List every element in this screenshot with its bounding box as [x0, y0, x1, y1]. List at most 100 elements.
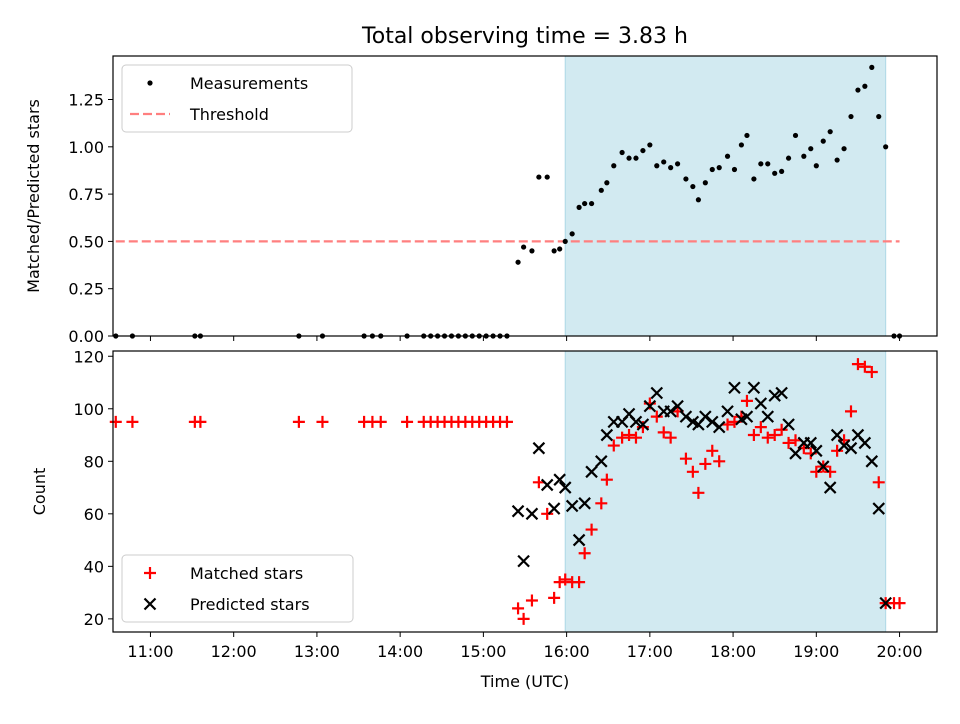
axes-frame — [112, 55, 938, 337]
measurement-point — [569, 231, 575, 237]
matched-star-point — [292, 415, 305, 428]
predicted-star-point — [636, 418, 650, 431]
measurement-point — [841, 146, 847, 152]
predicted-star-point — [775, 386, 788, 400]
matched-star-point — [789, 434, 802, 447]
predicted-star-point — [565, 499, 579, 513]
predicted-star-point — [830, 428, 844, 442]
predicted-star-point — [740, 410, 754, 423]
predicted-star-point — [816, 460, 830, 473]
x-tick-label: 11:00 — [127, 642, 173, 661]
predicted-star-point — [585, 465, 598, 479]
predicted-star-point — [844, 441, 858, 455]
measurement-point — [869, 64, 875, 70]
measurement-point — [674, 161, 681, 167]
matched-star-point — [768, 429, 781, 442]
matched-star-point — [600, 473, 613, 486]
top-panel: 0.00 0.25 0.50 0.75 1.00 1.25 Matched/Predicte… — [24, 55, 938, 346]
measurement-point — [751, 176, 757, 182]
y-tick-label: 1.25 — [68, 91, 104, 110]
matched-star-point — [721, 418, 734, 431]
predicted-star-point — [671, 399, 684, 413]
axes-frame — [112, 350, 938, 633]
matched-star-point — [679, 452, 692, 465]
predicted-star-point — [595, 455, 608, 468]
measurement-point — [661, 159, 667, 165]
matched-star-point — [500, 415, 513, 428]
predicted-star-point — [525, 507, 539, 521]
y-tick-label: 20 — [84, 610, 104, 629]
matched-star-point — [126, 415, 139, 428]
predicted-star-point — [782, 418, 795, 431]
figure-title: Total observing time = 3.83 h — [361, 24, 688, 49]
matched-star-point — [623, 429, 636, 442]
measurement-point — [668, 165, 674, 171]
x-tick-label: 20:00 — [876, 642, 922, 661]
x-tick-label: 15:00 — [460, 642, 506, 661]
measurement-point — [848, 113, 854, 120]
measurement-point — [633, 155, 639, 161]
measurement-point — [827, 129, 833, 135]
matched-star-point — [607, 439, 620, 452]
observing-window-shade — [564, 55, 887, 337]
measurement-point — [876, 113, 882, 120]
predicted-star-point — [837, 439, 851, 452]
measurement-point — [515, 259, 521, 265]
x-tick-label: 12:00 — [211, 642, 257, 661]
matched-star-point — [699, 457, 712, 470]
measurement-point — [808, 146, 814, 152]
legend-matched-swatch — [144, 567, 156, 579]
matched-star-point — [844, 405, 857, 418]
matched-star-point — [851, 358, 864, 371]
measurement-point — [862, 83, 868, 89]
predicted-star-point — [747, 381, 761, 395]
predicted-star-point — [879, 596, 892, 610]
y-axis-label: Count — [30, 468, 49, 516]
y-tick-label: 60 — [84, 505, 104, 524]
predicted-star-point — [804, 436, 818, 450]
measurement-point — [529, 248, 535, 254]
measurement-point — [626, 155, 632, 161]
measurement-point — [744, 132, 750, 139]
measurement-point — [611, 163, 617, 169]
matched-star-point — [706, 444, 719, 457]
predicted-star-point — [558, 481, 572, 494]
predicted-star-point — [699, 410, 712, 423]
predicted-star-point — [664, 405, 677, 418]
matched-star-point — [824, 465, 837, 478]
predicted-star-point — [553, 473, 566, 486]
matched-star-point — [657, 426, 670, 439]
predicted-star-point — [872, 502, 886, 515]
matched-star-point — [782, 436, 795, 449]
measurement-point — [779, 168, 785, 175]
y-tick-label: 1.00 — [68, 138, 104, 157]
measurement-point — [758, 161, 764, 167]
matched-star-point — [517, 612, 530, 625]
matched-star-point — [109, 415, 122, 428]
measurement-point — [738, 142, 745, 148]
legend-label: Predicted stars — [190, 595, 310, 614]
y-axis-label: Matched/Predicted stars — [24, 99, 43, 293]
matched-star-point — [585, 523, 598, 536]
measurement-point — [765, 161, 771, 167]
predicted-star-point — [532, 441, 546, 455]
y-tick-label: 120 — [73, 347, 104, 366]
legend-label: Measurements — [190, 74, 308, 93]
measurement-point — [834, 157, 840, 163]
measurement-point — [557, 246, 563, 252]
matched-star-point — [595, 497, 608, 510]
measurement-point — [521, 244, 527, 250]
matched-star-point — [525, 594, 538, 607]
predicted-star-point — [712, 420, 726, 434]
matched-star-point — [686, 465, 699, 478]
predicted-star-point — [789, 447, 802, 460]
matched-star-point — [573, 576, 586, 589]
measurement-point — [702, 180, 708, 186]
predicted-star-point — [540, 478, 554, 492]
observing-window-shade — [564, 350, 887, 633]
x-tick-label: 14:00 — [377, 642, 423, 661]
y-tick-label: 0.50 — [68, 232, 104, 251]
legend-predicted-swatch — [143, 597, 157, 611]
measurement-point — [772, 170, 778, 176]
predicted-star-point — [810, 444, 823, 458]
